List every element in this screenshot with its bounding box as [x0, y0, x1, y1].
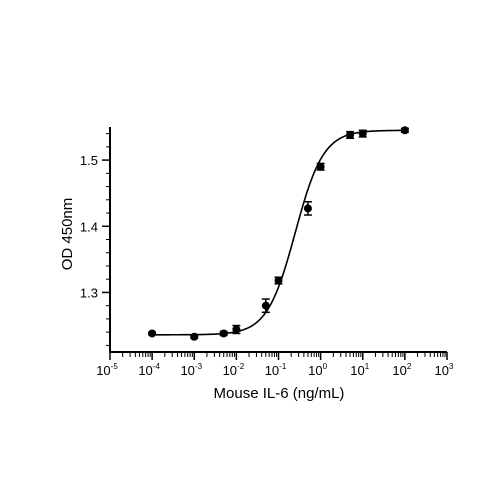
error-bar-layer	[148, 127, 409, 339]
data-point	[346, 130, 355, 139]
fit-curve	[152, 129, 405, 336]
x-tick-base: 10	[96, 363, 110, 378]
tick-labels: 10-5 10-4 10-3 10-2 10-1 100 101 102 1031.31.41.…	[80, 153, 454, 378]
data-point	[232, 325, 241, 334]
y-tick-label: 1.4	[80, 219, 98, 234]
data-point	[274, 276, 283, 285]
x-tick-exponent: -4	[153, 362, 161, 371]
x-tick-label: 103	[435, 362, 454, 378]
fit-curve-layer	[152, 129, 405, 336]
x-tick-label: 10-5	[96, 362, 118, 378]
x-tick-label: 100	[308, 362, 327, 378]
data-point	[190, 332, 199, 341]
data-point	[358, 129, 367, 138]
data-point	[261, 301, 270, 310]
x-axis-label: Mouse IL-6 (ng/mL)	[214, 385, 345, 402]
x-tick-base: 10	[308, 363, 322, 378]
x-tick-base: 10	[265, 363, 279, 378]
axes	[102, 127, 448, 360]
x-tick-label: 10-4	[138, 362, 160, 378]
x-tick-base: 10	[223, 363, 237, 378]
x-tick-label: 10-2	[223, 362, 245, 378]
x-tick-exponent: -5	[111, 362, 119, 371]
x-tick-exponent: 2	[407, 362, 412, 371]
x-tick-exponent: 1	[365, 362, 370, 371]
data-point-layer	[148, 126, 409, 341]
data-point	[316, 162, 325, 171]
data-point	[148, 329, 157, 338]
x-tick-exponent: -3	[195, 362, 203, 371]
x-tick-exponent: -2	[237, 362, 245, 371]
x-tick-exponent: -1	[279, 362, 287, 371]
x-tick-base: 10	[138, 363, 152, 378]
x-tick-base: 10	[392, 363, 406, 378]
x-tick-exponent: 3	[449, 362, 454, 371]
x-tick-base: 10	[350, 363, 364, 378]
x-tick-exponent: 0	[323, 362, 328, 371]
y-tick-label: 1.3	[80, 285, 98, 300]
x-tick-label: 10-3	[180, 362, 202, 378]
y-axis-label: OD 450nm	[59, 198, 76, 271]
x-tick-label: 101	[350, 362, 369, 378]
x-tick-base: 10	[180, 363, 194, 378]
data-point	[303, 204, 312, 213]
data-point	[400, 126, 409, 135]
y-tick-label: 1.5	[80, 153, 98, 168]
x-tick-base: 10	[435, 363, 449, 378]
x-tick-label: 102	[392, 362, 411, 378]
data-point	[219, 329, 228, 338]
x-tick-label: 10-1	[265, 362, 287, 378]
